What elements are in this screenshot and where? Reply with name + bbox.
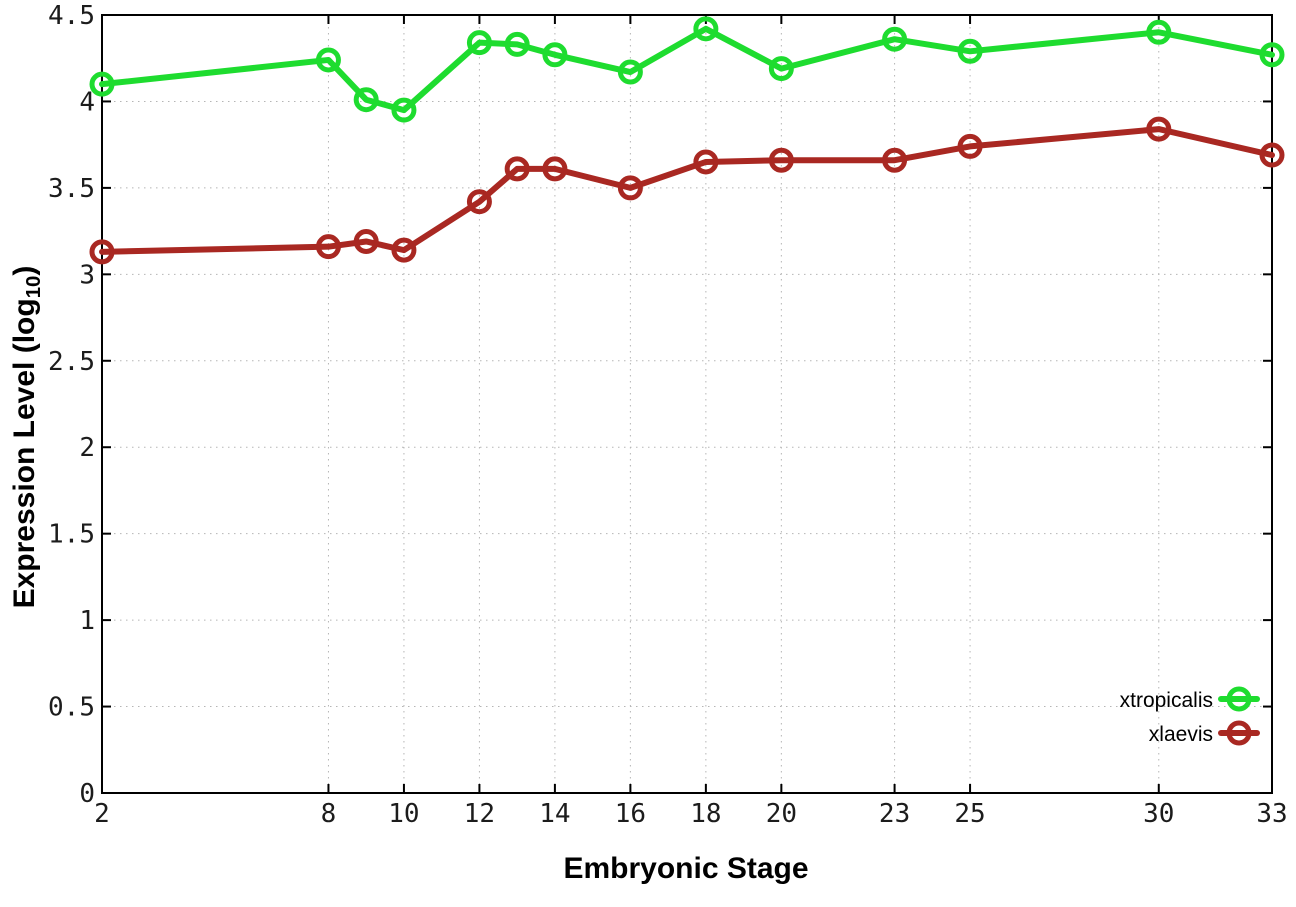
- y-tick-label: 3: [79, 260, 95, 290]
- y-axis-title-pre: Expression Level (log: [8, 298, 42, 609]
- data-point-xlaevis: [353, 228, 379, 254]
- data-point-xtropicalis: [882, 26, 908, 52]
- y-tick-label: 2: [79, 433, 95, 463]
- data-point-xtropicalis: [391, 97, 417, 123]
- plot-border: [101, 14, 1273, 794]
- y-tick-label: 1: [79, 606, 95, 636]
- data-point-xtropicalis: [617, 59, 643, 85]
- x-axis-title: Embryonic Stage: [563, 852, 809, 885]
- data-point-xtropicalis: [1259, 42, 1285, 68]
- series-line-xlaevis: [99, 126, 1275, 255]
- data-point-xtropicalis: [353, 87, 379, 113]
- data-point-xtropicalis: [768, 56, 794, 82]
- data-point-xtropicalis: [466, 30, 492, 56]
- data-point-xlaevis: [1259, 142, 1285, 168]
- data-point-xlaevis: [1146, 116, 1172, 142]
- series-line-xtropicalis: [99, 25, 1275, 114]
- data-point-xtropicalis: [1146, 19, 1172, 45]
- data-point-xlaevis: [693, 149, 719, 175]
- data-point-xlaevis: [882, 147, 908, 173]
- data-point-xlaevis: [617, 175, 643, 201]
- data-point-xtropicalis: [693, 16, 719, 42]
- y-tick-label: 4.5: [48, 1, 95, 31]
- data-point-xtropicalis: [315, 47, 341, 73]
- x-tick-label: 10: [388, 799, 419, 829]
- data-point-xlaevis: [391, 237, 417, 263]
- data-point-xtropicalis: [542, 42, 568, 68]
- x-tick-label: 2: [94, 799, 110, 829]
- y-tick-label: 2.5: [48, 347, 95, 377]
- x-tick-label: 12: [464, 799, 495, 829]
- x-tick-label: 8: [321, 799, 337, 829]
- legend-label-xtropicalis: xtropicalis: [1120, 689, 1213, 712]
- y-tick-label: 1.5: [48, 520, 95, 550]
- x-tick-label: 30: [1143, 799, 1174, 829]
- y-tick-label: 3.5: [48, 174, 95, 204]
- x-tick-label: 20: [766, 799, 797, 829]
- legend-sample-marker-xtropicalis: [1226, 686, 1252, 712]
- data-point-xtropicalis: [504, 31, 530, 57]
- data-point-xlaevis: [504, 156, 530, 182]
- y-tick-label: 4: [79, 87, 95, 117]
- x-tick-label: 14: [539, 799, 570, 829]
- x-tick-label: 25: [954, 799, 985, 829]
- data-point-xlaevis: [957, 133, 983, 159]
- data-point-xlaevis: [315, 234, 341, 260]
- data-point-xtropicalis: [957, 38, 983, 64]
- x-tick-label: 16: [615, 799, 646, 829]
- legend-sample-marker-xlaevis: [1226, 720, 1252, 746]
- y-axis-title: Expression Level (log10): [8, 266, 46, 609]
- data-point-xlaevis: [466, 189, 492, 215]
- legend-label-xlaevis: xlaevis: [1149, 723, 1213, 746]
- y-tick-label: 0: [79, 779, 95, 809]
- x-tick-label: 33: [1256, 799, 1287, 829]
- y-axis-title-post: ): [8, 265, 42, 276]
- y-tick-label: 0.5: [48, 693, 95, 723]
- data-point-xlaevis: [768, 147, 794, 173]
- y-axis-title-subscript: 10: [22, 275, 45, 299]
- x-tick-label: 18: [690, 799, 721, 829]
- data-point-xlaevis: [542, 156, 568, 182]
- data-point-xlaevis: [89, 239, 115, 265]
- data-point-xtropicalis: [89, 71, 115, 97]
- x-tick-label: 23: [879, 799, 910, 829]
